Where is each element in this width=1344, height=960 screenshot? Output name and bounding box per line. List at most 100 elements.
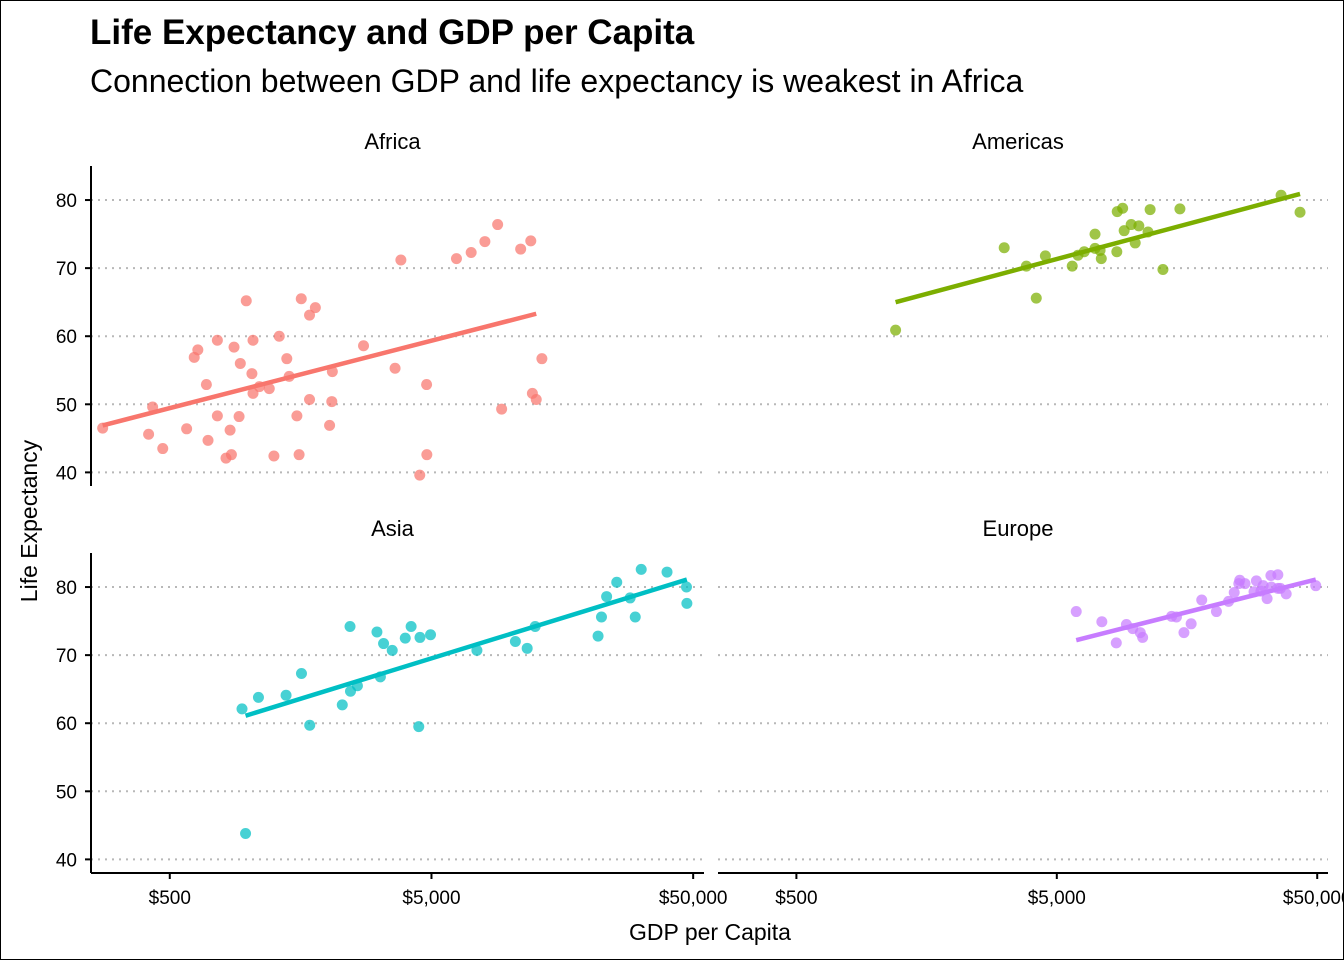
data-point xyxy=(336,699,348,711)
data-point xyxy=(309,302,321,314)
data-point xyxy=(240,295,252,307)
y-tick-label: 50 xyxy=(56,782,77,803)
data-point xyxy=(1110,637,1122,649)
chart-subtitle: Connection between GDP and life expectan… xyxy=(90,63,1024,99)
data-point xyxy=(1095,253,1107,265)
data-point xyxy=(324,419,336,431)
data-point xyxy=(1185,618,1197,630)
data-point xyxy=(246,368,258,380)
data-point xyxy=(1066,260,1078,272)
data-point xyxy=(304,719,316,731)
data-point xyxy=(465,246,477,258)
data-point xyxy=(1070,606,1082,618)
data-point xyxy=(200,379,212,391)
data-point xyxy=(1117,202,1129,214)
data-point xyxy=(1144,204,1156,216)
data-point xyxy=(211,410,223,422)
data-point xyxy=(1257,580,1269,592)
data-point xyxy=(280,689,292,701)
data-point xyxy=(252,691,264,703)
data-point xyxy=(414,631,426,643)
data-point xyxy=(661,566,673,578)
data-point xyxy=(281,353,293,365)
data-point xyxy=(295,293,307,305)
data-point xyxy=(1261,593,1273,605)
data-point xyxy=(143,428,155,440)
y-tick-label: 50 xyxy=(56,395,77,416)
chart-title: Life Expectancy and GDP per Capita xyxy=(90,13,695,52)
y-axis-title: Life Expectancy xyxy=(16,439,42,602)
data-point xyxy=(890,324,902,336)
data-point xyxy=(326,396,338,408)
data-point xyxy=(1039,250,1051,262)
strip-label-americas: Americas xyxy=(972,129,1064,154)
data-point xyxy=(157,443,169,455)
trend-line-africa xyxy=(102,311,537,428)
y-tick-label: 80 xyxy=(56,191,77,212)
trend-line-europe xyxy=(1075,577,1317,643)
y-tick-label: 60 xyxy=(56,714,77,735)
x-tick-label: $5,000 xyxy=(402,888,460,909)
data-point xyxy=(515,243,527,255)
data-point xyxy=(247,334,259,346)
panel-europe: Europe $500 $5,000 $50,000 xyxy=(718,516,1343,909)
data-point xyxy=(521,642,533,654)
data-point xyxy=(680,581,692,593)
strip-label-europe: Europe xyxy=(983,516,1054,541)
data-point xyxy=(421,379,433,391)
data-point xyxy=(389,362,401,374)
data-point xyxy=(295,668,307,680)
data-point xyxy=(1096,616,1108,628)
y-tick-label: 70 xyxy=(56,259,77,280)
data-point xyxy=(471,644,483,656)
data-point xyxy=(344,621,356,633)
data-point xyxy=(496,403,508,415)
data-point xyxy=(450,253,462,265)
data-point xyxy=(479,236,491,248)
data-point xyxy=(224,424,236,436)
data-point xyxy=(304,394,316,406)
x-tick-label: $500 xyxy=(149,888,191,909)
trend-line-americas xyxy=(895,191,1301,305)
data-point xyxy=(240,828,252,840)
data-point xyxy=(1196,594,1208,606)
data-point xyxy=(525,235,537,247)
data-point xyxy=(399,632,411,644)
data-point xyxy=(1239,578,1251,590)
strip-label-africa: Africa xyxy=(364,129,421,154)
data-point xyxy=(293,449,305,461)
strip-label-asia: Asia xyxy=(371,516,415,541)
data-point xyxy=(358,340,370,352)
data-point xyxy=(592,630,604,642)
data-point xyxy=(1030,292,1042,304)
data-point xyxy=(236,703,248,715)
data-point xyxy=(681,597,693,609)
data-point xyxy=(1280,588,1292,600)
data-point xyxy=(1137,631,1149,643)
data-point xyxy=(629,611,641,623)
data-point xyxy=(395,254,407,266)
data-point xyxy=(1133,220,1145,232)
data-point xyxy=(1089,228,1101,240)
data-point xyxy=(601,591,613,603)
data-point xyxy=(414,469,426,481)
data-point xyxy=(181,423,193,435)
data-point xyxy=(1294,206,1306,218)
x-tick-label: $500 xyxy=(775,888,817,909)
data-point xyxy=(492,219,504,231)
data-point xyxy=(595,611,607,623)
data-point xyxy=(1157,263,1169,275)
data-point xyxy=(304,309,316,321)
x-axis-title: GDP per Capita xyxy=(629,919,791,945)
data-point xyxy=(192,344,204,356)
data-point xyxy=(509,636,521,648)
data-point xyxy=(425,629,437,641)
data-point xyxy=(1210,606,1222,618)
data-point xyxy=(413,721,425,733)
data-point xyxy=(386,644,398,656)
data-point xyxy=(1178,627,1190,639)
data-point xyxy=(1272,569,1284,581)
data-point xyxy=(273,330,285,342)
